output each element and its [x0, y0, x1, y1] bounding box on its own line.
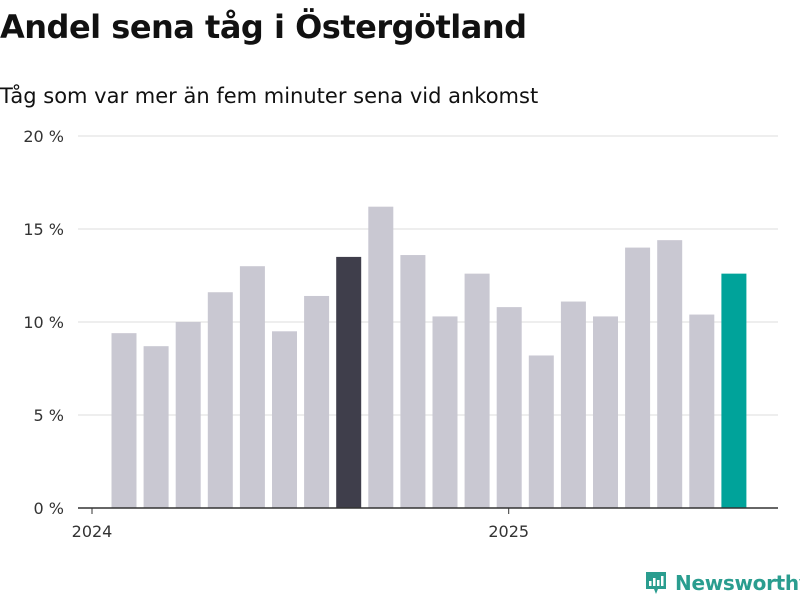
bar[interactable]	[657, 240, 683, 508]
bar[interactable]	[304, 295, 330, 508]
chart-subtitle: Tåg som var mer än fem minuter sena vid …	[0, 84, 539, 108]
bar[interactable]	[111, 333, 137, 508]
bar[interactable]	[464, 273, 490, 508]
bar[interactable]	[207, 292, 233, 508]
bar[interactable]	[143, 346, 169, 508]
bar[interactable]	[496, 307, 522, 508]
bar[interactable]	[593, 316, 618, 508]
chart-title: Andel sena tåg i Östergötland	[0, 8, 527, 46]
x-tick-label: 2025	[488, 522, 529, 541]
bar[interactable]	[272, 331, 297, 508]
bar[interactable]	[528, 355, 554, 508]
bar[interactable]	[336, 256, 362, 508]
bar[interactable]	[400, 255, 426, 508]
y-tick-label: 15 %	[23, 220, 64, 239]
y-tick-label: 20 %	[23, 127, 64, 146]
bar[interactable]	[239, 266, 265, 508]
bar[interactable]	[560, 301, 586, 508]
x-tick-label: 2024	[72, 522, 113, 541]
y-tick-label: 5 %	[34, 406, 64, 425]
bar[interactable]	[689, 314, 715, 508]
brand-name: Newsworthy	[675, 571, 800, 595]
y-tick-label: 10 %	[23, 313, 64, 332]
bar[interactable]	[368, 206, 394, 508]
bar[interactable]	[432, 316, 458, 508]
y-tick-label: 0 %	[34, 499, 64, 518]
bar[interactable]	[625, 247, 651, 508]
brand-logo[interactable]: Newsworthy	[644, 570, 800, 596]
bar[interactable]	[721, 273, 747, 508]
bar[interactable]	[175, 322, 201, 508]
newsworthy-icon	[646, 572, 666, 594]
